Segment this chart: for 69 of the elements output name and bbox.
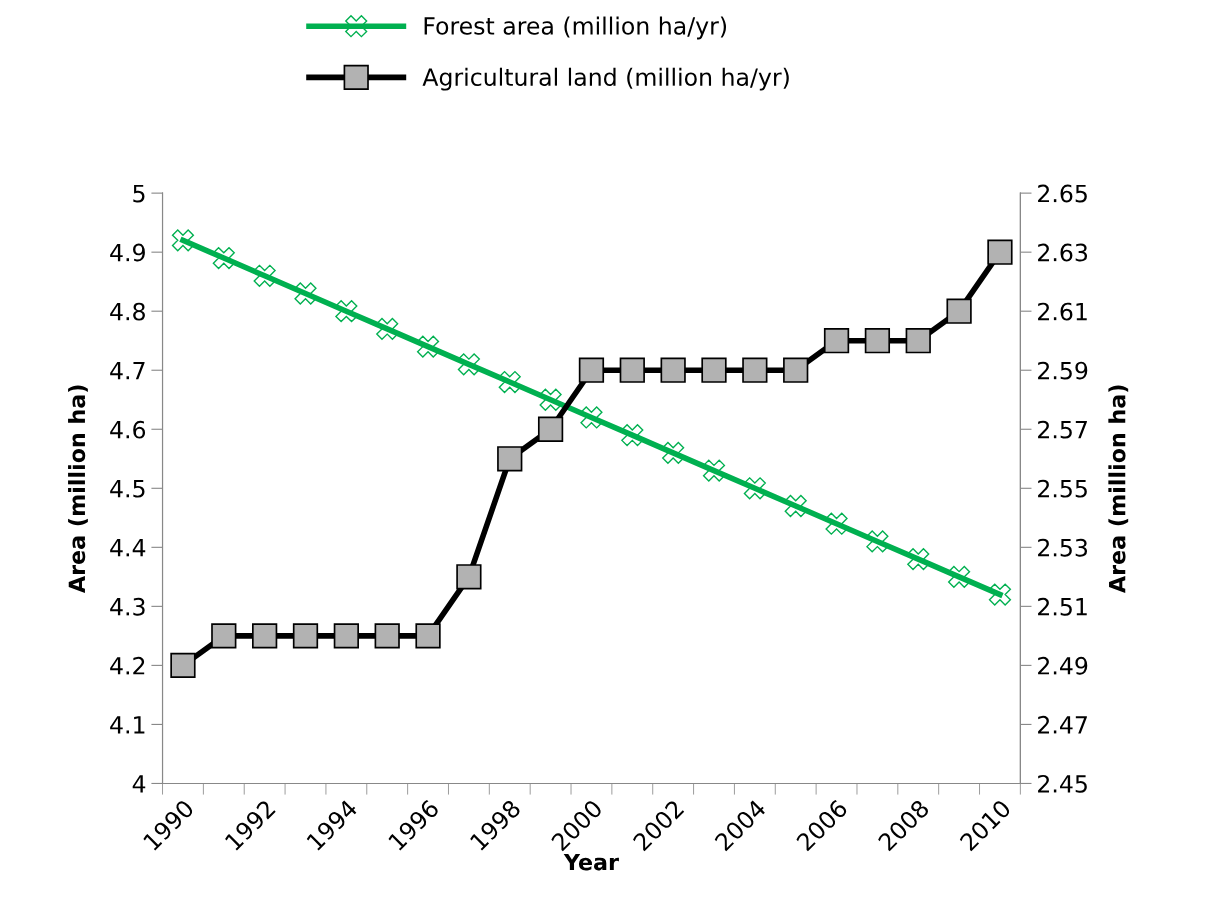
point [946, 298, 972, 324]
point [905, 328, 931, 354]
y2-tick-label: 2.59 [1038, 361, 1088, 380]
y-tick-label: 5 [133, 184, 145, 203]
y-tick-label: 4.6 [110, 420, 146, 439]
point [702, 459, 726, 482]
point [335, 300, 358, 323]
point [823, 328, 850, 354]
point [907, 548, 930, 571]
point [947, 565, 971, 588]
legend-label: Agricultural land (million ha/yr) [422, 67, 789, 91]
point [866, 530, 889, 553]
point [497, 446, 523, 472]
point [212, 246, 235, 270]
point [619, 357, 645, 383]
point [987, 239, 1013, 265]
y-tick-label: 4.7 [110, 361, 145, 380]
y2-axis-title: Area (million ha) [1108, 385, 1129, 593]
y2-tick-label: 2.63 [1038, 243, 1088, 262]
y2-tick-label: 2.53 [1038, 538, 1088, 557]
point [498, 370, 521, 394]
y-tick-label: 4.9 [110, 243, 145, 262]
y2-tick-label: 2.65 [1038, 184, 1087, 203]
point [537, 416, 564, 442]
y2-tick-label: 2.45 [1038, 774, 1087, 793]
point [292, 623, 319, 649]
point [170, 652, 196, 679]
y2-tick-label: 2.55 [1038, 479, 1087, 498]
point [294, 282, 317, 305]
point [211, 623, 237, 649]
y2-tick-label: 2.49 [1038, 656, 1088, 675]
point [988, 583, 1012, 606]
point [415, 623, 441, 649]
point [580, 406, 603, 429]
y-tick-label: 4.3 [110, 597, 145, 616]
point [825, 512, 848, 535]
point [416, 335, 440, 358]
point [662, 441, 685, 464]
point [621, 424, 644, 447]
point [253, 264, 276, 287]
y2-tick-label: 2.47 [1038, 715, 1087, 734]
y-tick-label: 4.4 [110, 539, 146, 557]
point [252, 623, 278, 649]
point [376, 317, 399, 341]
y-axis-title: Area (million ha) [68, 385, 88, 593]
point [457, 353, 481, 376]
point [456, 564, 482, 590]
y-tick-label: 4 [132, 775, 146, 793]
point [701, 357, 727, 383]
y-tick-label: 4.8 [110, 302, 145, 321]
point [783, 357, 809, 383]
y2-tick-label: 2.57 [1038, 420, 1087, 439]
legend-label: Forest area (million ha/yr) [424, 16, 727, 40]
y-tick-label: 4.5 [110, 480, 145, 498]
point [743, 477, 766, 500]
point [742, 357, 768, 383]
point [171, 229, 195, 252]
x-axis-title: Year [563, 853, 619, 871]
y2-tick-label: 2.61 [1038, 302, 1087, 321]
y-tick-label: 4.2 [110, 656, 145, 675]
point [864, 328, 891, 354]
point [539, 388, 562, 411]
point [660, 357, 686, 383]
point [578, 357, 605, 383]
point [784, 494, 807, 518]
point [374, 623, 400, 649]
y-tick-label: 4.1 [110, 716, 145, 734]
point [333, 623, 359, 649]
y2-tick-label: 2.51 [1038, 597, 1087, 616]
